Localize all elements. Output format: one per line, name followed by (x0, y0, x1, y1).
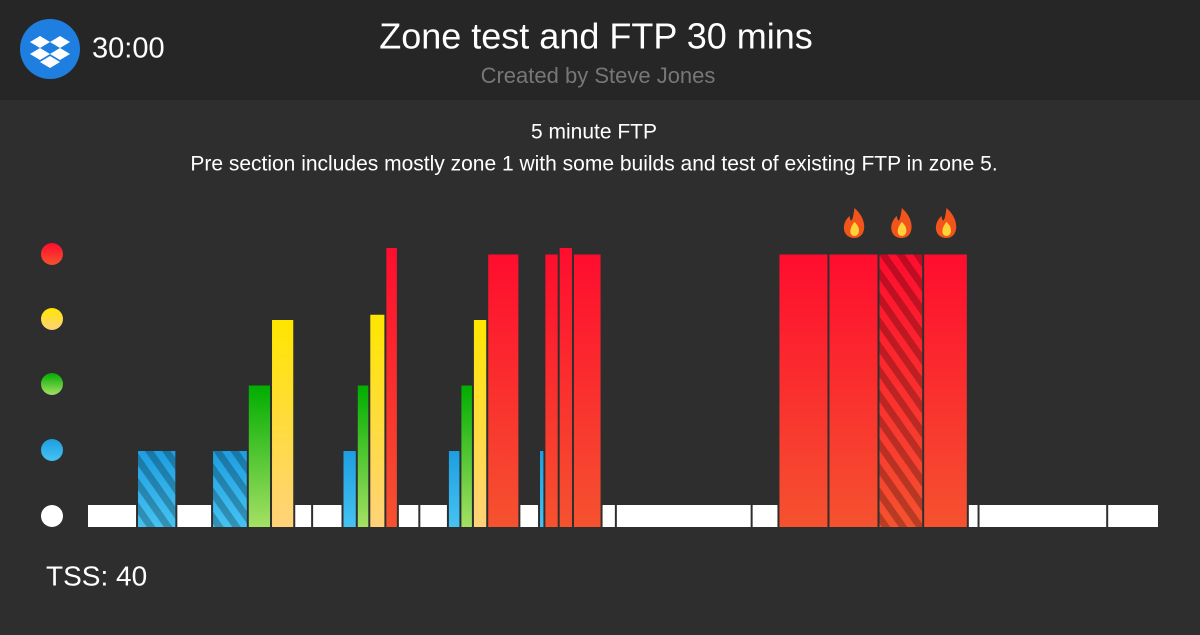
description-text: Pre section includes mostly zone 1 with … (190, 153, 997, 176)
workout-graph (88, 208, 1158, 527)
zone-dot (41, 243, 63, 265)
author: Created by Steve Jones (481, 63, 716, 88)
interval-bar (829, 254, 878, 527)
zone-dot (41, 439, 63, 461)
interval-bar (1108, 505, 1158, 527)
zone-dot (41, 505, 63, 527)
title: Zone test and FTP 30 mins (379, 16, 813, 57)
interval-stripes (213, 451, 247, 527)
interval-stripes (138, 451, 176, 527)
interval-bar (559, 247, 572, 527)
dropbox-glyph (30, 36, 70, 68)
interval-bar (272, 320, 294, 527)
header-bar (0, 0, 1200, 100)
interval-bar (420, 505, 447, 527)
interval-bar (616, 505, 751, 527)
zone-dot (41, 308, 63, 330)
interval-bar (779, 254, 828, 527)
interval-bar (979, 505, 1107, 527)
interval-bar (924, 254, 967, 527)
interval-bar (752, 505, 778, 527)
interval-bar (370, 314, 385, 527)
flame-core (897, 222, 907, 236)
interval-bar (357, 385, 369, 527)
interval-bar (602, 505, 615, 527)
interval-bar (968, 505, 978, 527)
interval-bar (488, 254, 519, 527)
interval-bar (545, 254, 558, 527)
flame-core (942, 222, 952, 236)
zone-legend (41, 243, 63, 527)
description-heading: 5 minute FTP (531, 121, 657, 144)
interval-bar (473, 320, 487, 527)
interval-bar (177, 505, 212, 527)
interval-bar (386, 247, 397, 527)
dropbox-icon[interactable] (20, 19, 80, 79)
interval-stripes (879, 254, 923, 527)
interval-bar (461, 385, 472, 527)
interval-bar (448, 451, 460, 527)
interval-bar (540, 451, 544, 527)
zone-dot (41, 373, 63, 395)
interval-bar (520, 505, 539, 527)
interval-bar (88, 505, 137, 527)
interval-bar (398, 505, 419, 527)
duration: 30:00 (92, 33, 165, 65)
interval-bar (343, 451, 356, 527)
tss: TSS: 40 (46, 560, 147, 591)
interval-bar (295, 505, 312, 527)
flame-core (850, 222, 860, 236)
interval-bar (573, 254, 601, 527)
interval-bar (313, 505, 342, 527)
interval-bar (248, 385, 271, 527)
